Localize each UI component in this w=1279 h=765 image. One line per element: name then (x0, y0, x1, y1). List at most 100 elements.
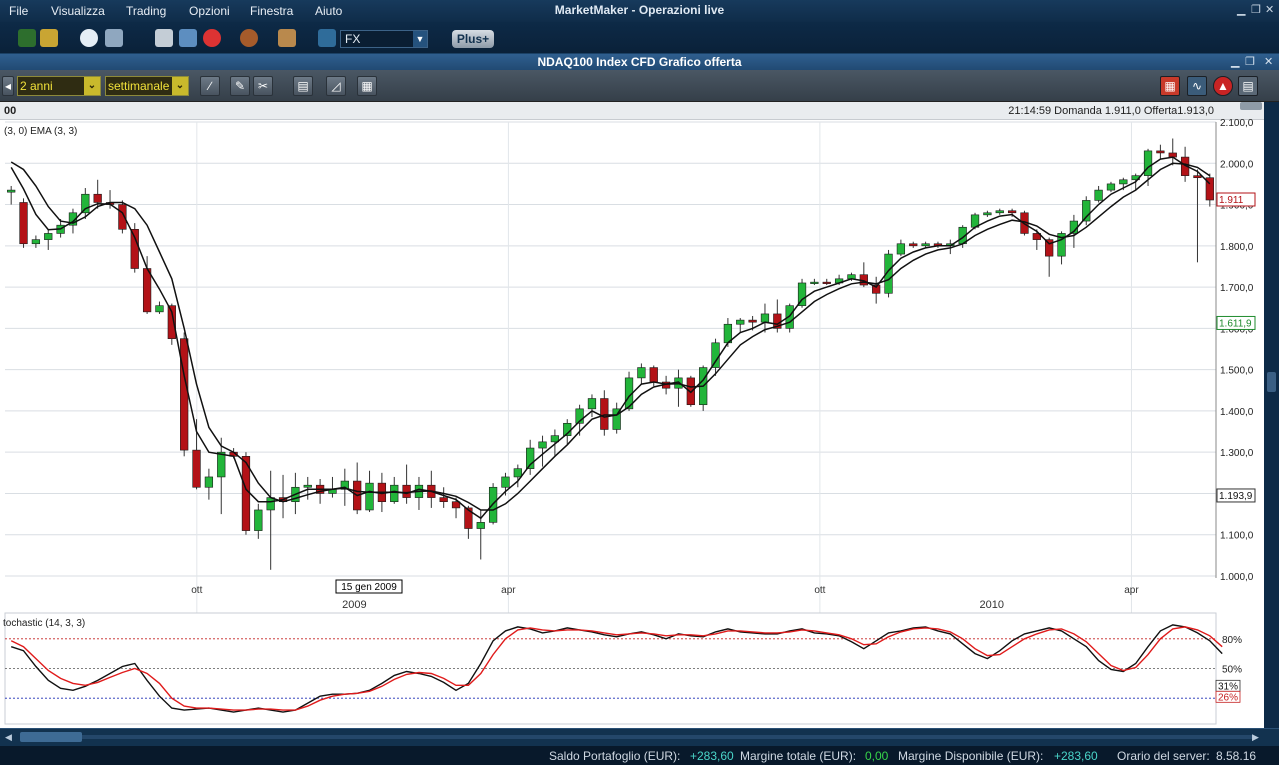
pin-icon[interactable]: ✎ (230, 76, 250, 96)
candle-body (587, 398, 597, 410)
restore-icon[interactable]: ❐ (1251, 4, 1261, 16)
stochastic-k-value: 31% (1218, 681, 1238, 692)
candle-body (501, 476, 510, 488)
scroll-right-icon[interactable]: ▶ (1252, 732, 1259, 742)
month-tick-label: ott (191, 585, 202, 596)
candle-body (921, 243, 930, 247)
price-tick-label: 1.100,0 (1220, 531, 1254, 542)
candle-body (1193, 175, 1202, 179)
order-ticket-icon[interactable]: ▤ (1238, 76, 1258, 96)
chart-type-icon[interactable]: ◿ (326, 76, 346, 96)
menu-file[interactable]: File (9, 4, 29, 18)
layers-icon[interactable] (40, 29, 58, 47)
candle-body (1007, 210, 1017, 214)
candle-body (217, 451, 226, 478)
globe-icon[interactable] (80, 29, 98, 47)
right-scrollbar[interactable] (1264, 102, 1279, 728)
candle-body (451, 501, 461, 509)
interval-select[interactable]: settimanale ⌄ (105, 76, 189, 96)
month-tick-label: ott (814, 585, 825, 596)
document-icon[interactable] (155, 29, 173, 47)
close-icon[interactable]: ✕ (1265, 4, 1275, 16)
margine-totale-value: 0,00 (865, 749, 889, 763)
collapse-panel-icon[interactable] (1240, 102, 1262, 110)
candle-body (649, 367, 658, 383)
chevron-down-icon[interactable]: ▼ (413, 31, 427, 47)
scroll-left-icon[interactable]: ◀ (5, 732, 12, 742)
stochastic-d-box (1215, 690, 1241, 703)
menu-visualizza[interactable]: Visualizza (51, 4, 105, 18)
alert-bell-icon[interactable] (203, 29, 221, 47)
tools-icon[interactable]: ✂ (253, 76, 273, 96)
layout-icon[interactable]: ▦ (1160, 76, 1180, 96)
period-select[interactable]: 2 anni ⌄ (17, 76, 101, 96)
margine-disponibile-value: +283,60 (1054, 749, 1098, 763)
chart-info-bar: 00 21:14:59 Domanda 1.911,0 Offerta1.913… (0, 102, 1264, 120)
price-label: 1.911 (1219, 195, 1244, 206)
stochastic-level-label: 50% (1222, 665, 1242, 676)
interval-select-value: settimanale (108, 79, 170, 93)
price-chart[interactable]: 2.100,02.000,01.900,01.800,01.700,01.600… (0, 102, 1264, 728)
chart-toolbar: ◂ 2 anni ⌄ settimanale ⌄ ∕ ✎ ✂ ▤ ◿ ▦ ▦ ∿… (0, 70, 1279, 102)
range-start-handle[interactable] (20, 732, 82, 742)
candle-body (1032, 233, 1041, 240)
price-label-box (1216, 488, 1256, 503)
account-select[interactable]: FX ▼ (340, 30, 428, 48)
candle-body (44, 233, 53, 240)
plus-button[interactable]: Plus+ (452, 30, 494, 48)
restore-icon[interactable]: ❐ (1245, 56, 1255, 68)
indicator-icon[interactable]: ∿ (1187, 76, 1207, 96)
candle-body (19, 202, 28, 245)
menu-aiuto[interactable]: Aiuto (315, 4, 343, 18)
candle-body (439, 497, 448, 503)
candle-body (612, 408, 621, 430)
account-icon[interactable] (318, 29, 336, 47)
cursor-date-label: 15 gen 2009 (341, 582, 397, 593)
year-tick-label: 2009 (342, 599, 366, 611)
candle-body (983, 212, 992, 216)
candle-body (31, 239, 41, 245)
minimize-icon[interactable]: ▁ (1231, 56, 1240, 68)
time-scrollbar[interactable]: ◀ ▶ (0, 728, 1279, 746)
candle-body (402, 484, 411, 498)
candle-body (204, 476, 214, 488)
saldo-label: Saldo Portafoglio (EUR): (549, 749, 681, 763)
stochastic-d-value: 26% (1218, 692, 1238, 703)
account-tree-icon[interactable] (18, 29, 36, 47)
chevron-down-icon[interactable]: ⌄ (172, 77, 188, 95)
alert-icon[interactable]: ▲ (1213, 76, 1233, 96)
close-icon[interactable]: ✕ (1264, 56, 1274, 68)
price-tick-label: 1.000,0 (1220, 572, 1254, 583)
menu-finestra[interactable]: Finestra (250, 4, 294, 18)
candle-body (118, 204, 127, 230)
chevron-down-icon[interactable]: ⌄ (84, 77, 100, 95)
users-icon[interactable] (278, 29, 296, 47)
candle-body (884, 253, 893, 294)
stochastic-d-line (10, 626, 1223, 711)
candle-body (1082, 200, 1091, 222)
candle-body (785, 305, 794, 329)
menu-opzioni[interactable]: Opzioni (189, 4, 230, 18)
chart-icon[interactable] (179, 29, 197, 47)
price-label: 1.193,9 (1219, 491, 1253, 502)
menu-trading[interactable]: Trading (126, 4, 167, 18)
news-icon[interactable] (240, 29, 258, 47)
minimize-icon[interactable]: ▁ (1237, 4, 1246, 16)
price-tick-label: 1.800,0 (1220, 242, 1254, 253)
print-icon[interactable]: ▤ (293, 76, 313, 96)
indicator-legend: (3, 0) EMA (3, 3) (4, 126, 77, 137)
collapse-icon[interactable]: ◂ (2, 76, 14, 96)
candle-body (822, 281, 831, 284)
chart-area[interactable]: 00 21:14:59 Domanda 1.911,0 Offerta1.913… (0, 102, 1264, 728)
price-tick-label: 1.700,0 (1220, 283, 1254, 294)
draw-line-icon[interactable]: ∕ (200, 76, 220, 96)
grid-icon[interactable] (105, 29, 123, 47)
candle-body (1106, 183, 1116, 191)
scrollbar-thumb[interactable] (1267, 372, 1276, 392)
candle-body (390, 484, 399, 503)
table-icon[interactable]: ▦ (357, 76, 377, 96)
candle-body (93, 193, 102, 203)
candle-body (736, 319, 745, 325)
candle-body (303, 484, 312, 488)
